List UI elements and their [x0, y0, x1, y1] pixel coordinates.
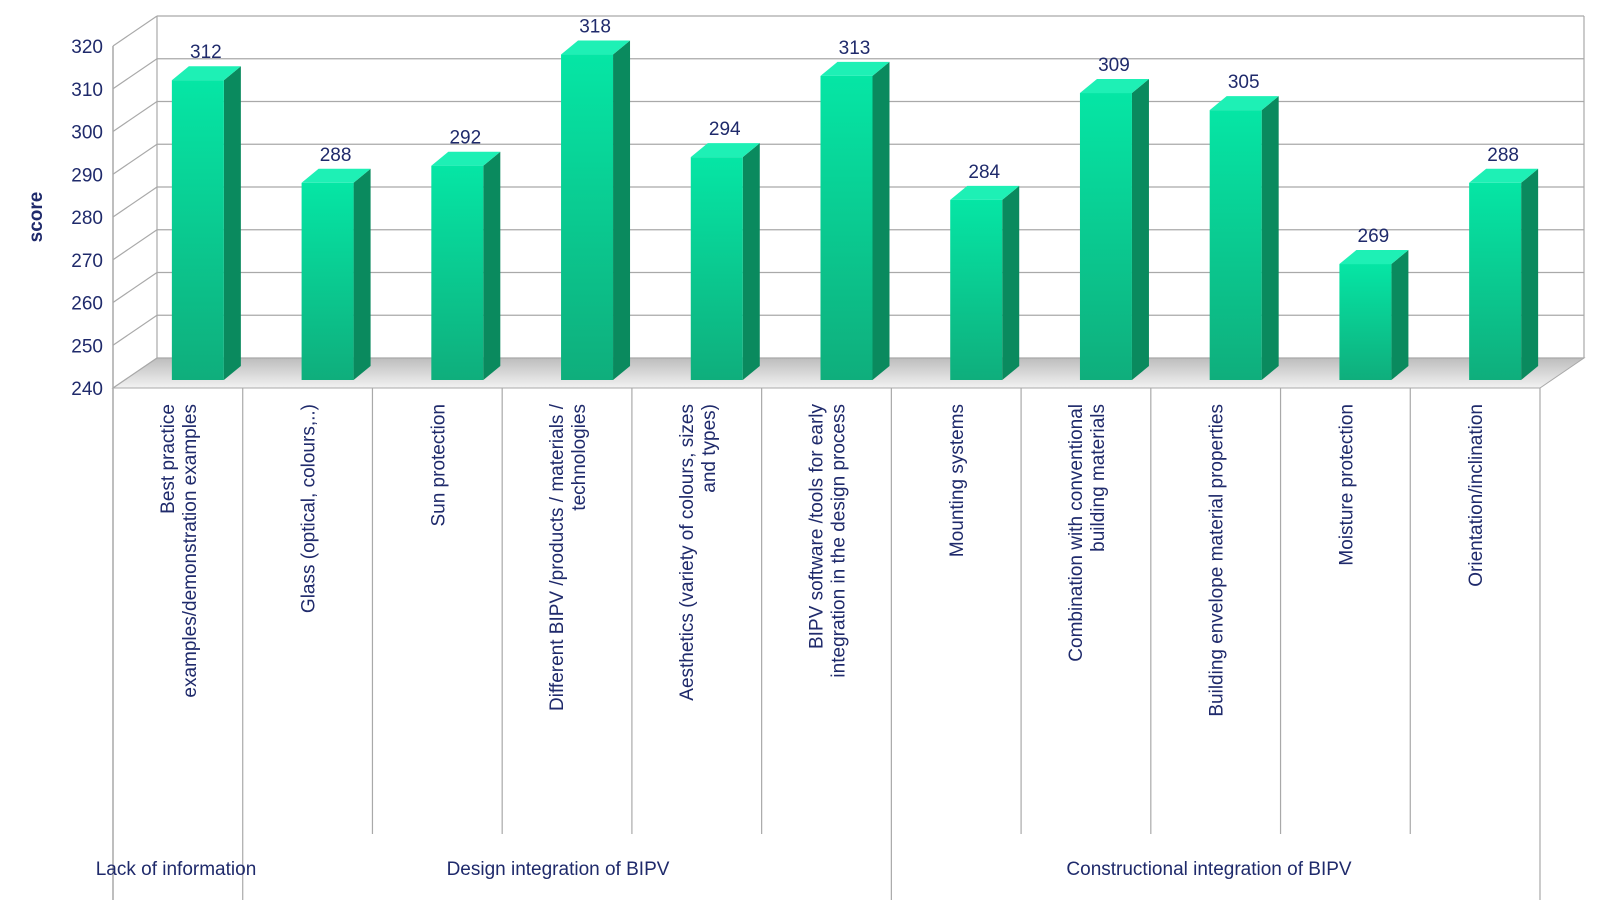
bar-front: [1469, 183, 1521, 380]
category-label-line: Mounting systems: [947, 404, 968, 557]
data-label: 312: [190, 42, 222, 63]
group-label: Constructional integration of BIPV: [1066, 859, 1351, 880]
data-label: 294: [709, 119, 741, 140]
gridline-side: [113, 16, 157, 46]
bar: [950, 186, 1019, 380]
data-label: 305: [1228, 72, 1260, 93]
y-tick-label: 250: [71, 336, 103, 357]
category-label: Orientation/inclination: [1466, 404, 1487, 587]
category-label: Mounting systems: [947, 404, 968, 557]
bar: [1080, 79, 1149, 380]
category-label: Building envelope material properties: [1207, 404, 1228, 717]
bar: [561, 41, 630, 380]
bar-front: [821, 76, 873, 380]
bar: [691, 143, 760, 380]
category-label: Sun protection: [428, 404, 449, 527]
data-label: 313: [839, 38, 871, 59]
bar: [1210, 96, 1279, 380]
bar-front: [561, 55, 613, 380]
category-label-line: integration in the design process: [829, 404, 850, 678]
data-label: 288: [1487, 145, 1519, 166]
y-tick-label: 260: [71, 294, 103, 315]
category-label: Aesthetics (variety of colours, sizesand…: [677, 404, 720, 701]
bar-side: [613, 41, 630, 380]
bar: [821, 62, 890, 380]
bar-front: [950, 200, 1002, 380]
y-tick-label: 280: [71, 208, 103, 229]
bar-side: [1521, 169, 1538, 380]
data-label: 288: [320, 145, 352, 166]
bar-front: [1339, 264, 1391, 380]
bar-front: [1080, 93, 1132, 380]
bar: [431, 152, 500, 380]
category-label-line: technologies: [569, 404, 590, 511]
bar-side: [743, 143, 760, 380]
bar-front: [172, 80, 224, 380]
gridline-side: [113, 102, 157, 132]
bar-side: [483, 152, 500, 380]
y-tick-label: 320: [71, 37, 103, 58]
bar: [1339, 250, 1408, 380]
gridline-side: [113, 59, 157, 89]
data-label: 318: [579, 17, 611, 38]
data-label: 309: [1098, 55, 1130, 76]
category-label-line: examples/demonstration examples: [180, 404, 201, 698]
gridline-side: [113, 187, 157, 217]
category-label: Combination with conventionalbuilding ma…: [1066, 404, 1109, 662]
bar-front: [1210, 110, 1262, 380]
category-label-line: Glass (optical, colours,..): [299, 404, 320, 613]
category-label: Different BIPV /products / materials /te…: [547, 403, 590, 711]
category-label-line: Sun protection: [428, 404, 449, 527]
category-label: Moisture protection: [1336, 404, 1357, 566]
category-label-line: Moisture protection: [1336, 404, 1357, 566]
group-label: Design integration of BIPV: [447, 859, 670, 880]
y-tick-label: 270: [71, 251, 103, 272]
y-tick-label: 240: [71, 379, 103, 400]
bar: [172, 66, 241, 380]
y-tick-label: 300: [71, 123, 103, 144]
bar-side: [224, 66, 241, 380]
category-label-line: and types): [699, 404, 720, 493]
category-label: Best practiceexamples/demonstration exam…: [158, 404, 201, 698]
y-axis-label: score: [26, 192, 47, 243]
category-label-line: Orientation/inclination: [1466, 404, 1487, 587]
group-label: Lack of information: [96, 859, 257, 880]
bar-side: [354, 169, 371, 380]
gridline-side: [113, 315, 157, 345]
bar-side: [1002, 186, 1019, 380]
data-label: 269: [1358, 226, 1390, 247]
gridline-side: [113, 144, 157, 174]
category-label: BIPV software /tools for earlyintegratio…: [807, 404, 850, 678]
gridline-side: [113, 230, 157, 260]
category-label-line: Best practice: [158, 404, 179, 514]
bar-front: [691, 157, 743, 380]
y-tick-label: 290: [71, 165, 103, 186]
category-label-line: BIPV software /tools for early: [807, 404, 828, 649]
bar-front: [431, 166, 483, 380]
bar: [302, 169, 371, 380]
bar-side: [873, 62, 890, 380]
data-label: 284: [968, 162, 1000, 183]
gridline-side: [113, 273, 157, 303]
category-label-line: Different BIPV /products / materials /: [547, 403, 568, 711]
category-label-line: Building envelope material properties: [1207, 404, 1228, 717]
bar: [1469, 169, 1538, 380]
category-label-line: building materials: [1088, 404, 1109, 552]
category-label-line: Aesthetics (variety of colours, sizes: [677, 404, 698, 701]
bar-side: [1391, 250, 1408, 380]
y-tick-label: 310: [71, 80, 103, 101]
bar-side: [1262, 96, 1279, 380]
category-label: Glass (optical, colours,..): [299, 404, 320, 613]
data-label: 292: [449, 128, 481, 149]
category-label-line: Combination with conventional: [1066, 404, 1087, 662]
bar-side: [1132, 79, 1149, 380]
bar-front: [302, 183, 354, 380]
